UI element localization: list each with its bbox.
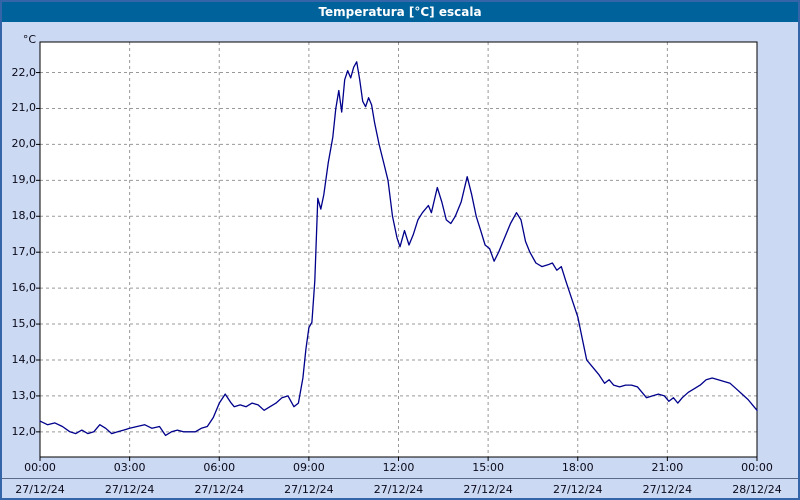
window-titlebar: Temperatura [°C] escala	[2, 2, 798, 22]
x-date-label: 27/12/24	[194, 483, 244, 496]
y-tick-label: 19,0	[11, 173, 37, 187]
x-time-label: 06:00	[203, 461, 236, 474]
x-time-label: 15:00	[472, 461, 504, 474]
x-date-label: 27/12/24	[373, 483, 424, 496]
temperature-line-chart	[36, 41, 758, 461]
y-tick-label: 12,0	[11, 424, 37, 438]
temperature-series-line	[39, 61, 758, 437]
y-axis-unit-label: °C	[22, 33, 36, 46]
y-tick-label: 13,0	[11, 388, 37, 402]
y-tick-label: 21,0	[11, 101, 37, 115]
x-date-label: 27/12/24	[15, 483, 65, 496]
plot-frame	[39, 41, 758, 458]
x-time-label: 21:00	[651, 461, 684, 474]
x-time-label: 00:00	[741, 461, 773, 474]
x-date-label: 27/12/24	[104, 483, 155, 496]
x-date-label: 27/12/24	[284, 483, 334, 496]
date-row-divider	[2, 478, 798, 479]
x-date-label: 28/12/24	[732, 483, 782, 496]
x-time-label: 03:00	[113, 461, 146, 474]
y-tick-label: 14,0	[11, 352, 37, 366]
x-time-label: 09:00	[293, 461, 325, 474]
x-time-label: 00:00	[24, 461, 56, 474]
y-tick-label: 18,0	[11, 209, 37, 223]
y-tick-label: 22,0	[11, 65, 37, 79]
x-time-label: 12:00	[382, 461, 415, 474]
y-tick-label: 16,0	[11, 281, 37, 295]
y-tick-label: 20,0	[11, 137, 37, 151]
x-date-label: 27/12/24	[642, 483, 693, 496]
y-tick-label: 15,0	[11, 317, 37, 331]
x-date-label: 27/12/24	[463, 483, 513, 496]
window-title: Temperatura [°C] escala	[318, 5, 482, 19]
x-date-label: 27/12/24	[553, 483, 603, 496]
x-time-label: 18:00	[561, 461, 594, 474]
y-tick-label: 17,0	[11, 245, 37, 259]
